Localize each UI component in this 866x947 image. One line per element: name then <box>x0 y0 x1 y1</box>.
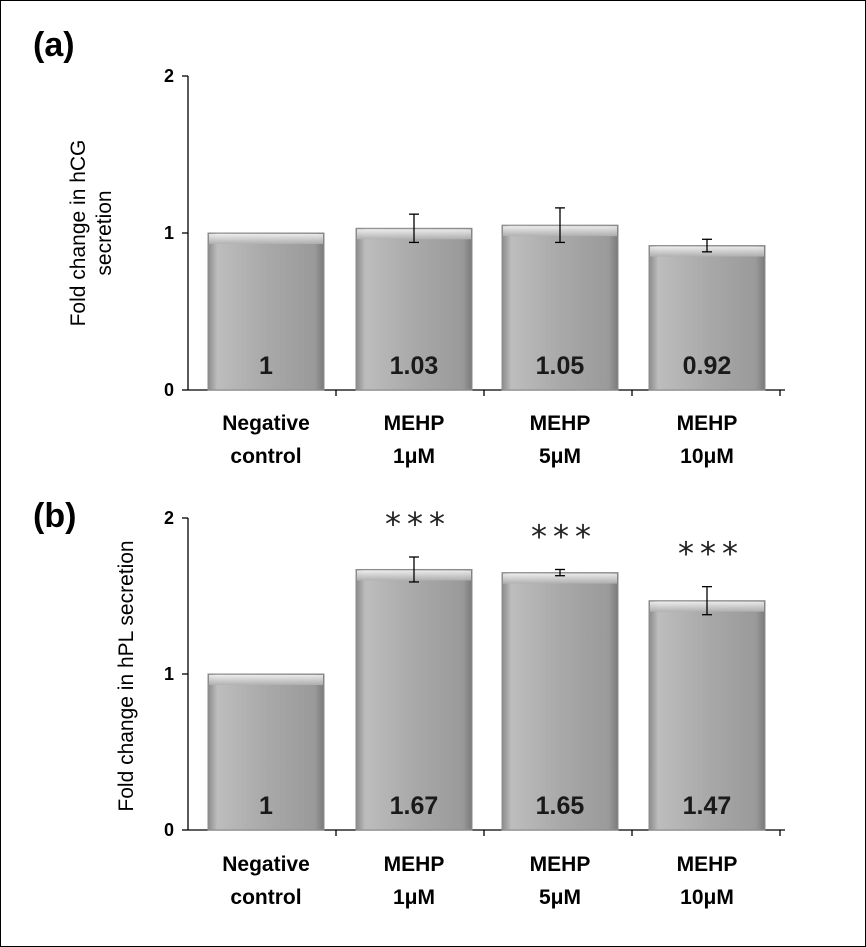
x-category-label: Negative <box>222 412 310 435</box>
data-label: 0.92 <box>683 352 732 380</box>
x-category-label: MEHP <box>530 853 591 876</box>
bar-outline <box>207 232 325 391</box>
x-category-label: MEHP <box>677 853 738 876</box>
x-category-label: control <box>230 886 301 909</box>
x-category-label: 10μM <box>680 445 734 468</box>
y-axis-label: Fold change in hCG secretion <box>67 140 116 327</box>
y-tick-label: 2 <box>164 66 174 86</box>
bar-outline <box>207 673 325 831</box>
y-axis-label-line: Fold change in hCG <box>67 140 90 327</box>
panel-1: (b) 0 1 2 Fold change in hPL secretion 1 Negat… <box>33 497 785 909</box>
x-category-label: 1μM <box>393 445 435 468</box>
data-label: 1.65 <box>536 792 585 820</box>
y-axis-label-line: Fold change in hPL secretion <box>115 540 138 811</box>
x-category-label: MEHP <box>530 412 591 435</box>
y-tick-label: 0 <box>164 820 174 840</box>
data-label: 1.67 <box>390 792 439 820</box>
y-axis-label-line: secretion <box>93 190 116 275</box>
data-label: 1 <box>259 352 273 380</box>
bar-top-highlight <box>503 573 617 584</box>
bar <box>356 228 472 390</box>
x-category-label: control <box>230 445 301 468</box>
bar <box>502 572 618 830</box>
y-tick-label: 0 <box>164 380 174 400</box>
data-label: 1 <box>259 792 273 820</box>
y-axis-label: Fold change in hPL secretion <box>115 540 138 811</box>
bar <box>208 674 324 830</box>
y-tick-label: 1 <box>164 223 174 243</box>
bar <box>208 233 324 390</box>
x-category-label: MEHP <box>384 412 445 435</box>
x-category-label: 5μM <box>539 445 581 468</box>
y-tick-label: 1 <box>164 664 174 684</box>
x-category-label: MEHP <box>677 412 738 435</box>
x-category-label: 1μM <box>393 886 435 909</box>
x-category-label: 10μM <box>680 886 734 909</box>
panel-0: (a) 0 1 2 Fold change in hCG secretion 1 Negati… <box>33 26 785 468</box>
significance-marker: *** <box>531 517 597 555</box>
panel-label: (a) <box>33 26 75 64</box>
y-tick-label: 2 <box>164 508 174 528</box>
x-category-label: MEHP <box>384 853 445 876</box>
panel-label: (b) <box>33 497 76 535</box>
x-category-label: Negative <box>222 853 310 876</box>
x-category-label: 5μM <box>539 886 581 909</box>
bar <box>649 245 765 390</box>
bar-top-highlight <box>209 675 323 685</box>
bar <box>356 569 472 830</box>
data-label: 1.05 <box>536 352 585 380</box>
bar <box>649 600 765 830</box>
significance-marker: *** <box>385 505 451 543</box>
bar <box>502 225 618 390</box>
data-label: 1.47 <box>683 792 732 820</box>
significance-marker: *** <box>678 535 744 573</box>
data-label: 1.03 <box>390 352 439 380</box>
bar-top-highlight <box>209 234 323 244</box>
